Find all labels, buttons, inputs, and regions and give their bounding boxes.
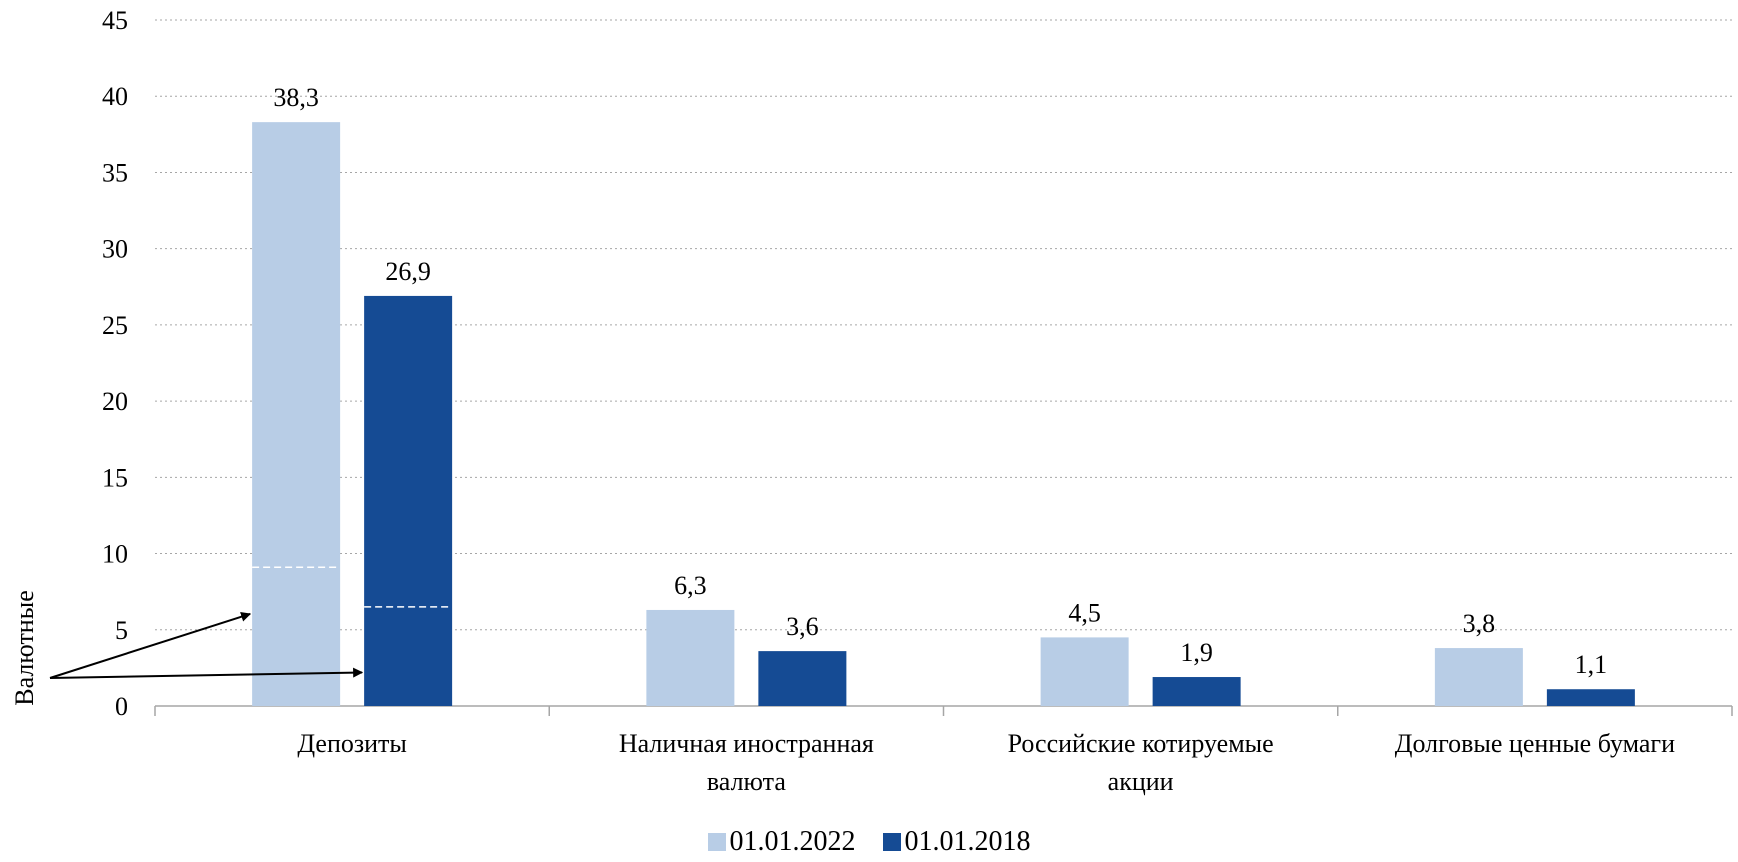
bar [1040,637,1129,706]
annotation-arrow [49,611,252,679]
y-tick-label: 25 [102,311,128,340]
legend-swatch-2018 [882,833,901,851]
data-label: 3,6 [786,612,819,641]
y-tick-label: 45 [102,6,128,35]
category-label: валюта [707,767,786,796]
y-tick-label: 20 [102,387,128,416]
bar [364,295,453,706]
legend-swatch-2022 [707,833,726,851]
category-label: Долговые ценные бумаги [1395,729,1675,758]
data-label: 1,1 [1575,650,1608,679]
y-tick-label: 15 [102,463,128,492]
y-tick-label: 5 [115,616,128,645]
legend-label-2018: 01.01.2018 [904,826,1031,857]
y-tick-label: 40 [102,82,128,111]
y-tick-label: 0 [115,692,128,721]
annotation-arrow [49,667,364,679]
data-label: 38,3 [273,83,319,112]
data-label: 6,3 [674,571,707,600]
legend: 01.01.2022 01.01.2018 [0,826,1738,858]
data-label: 1,9 [1180,638,1213,667]
legend-item-2018: 01.01.2018 [882,826,1031,858]
y-tick-label: 30 [102,235,128,264]
category-label: акции [1108,767,1174,796]
data-label: 3,8 [1463,609,1496,638]
legend-label-2022: 01.01.2022 [729,826,856,857]
bar [758,651,847,706]
category-label: Наличная иностранная [619,729,874,758]
y-tick-label: 35 [102,158,128,187]
legend-item-2022: 01.01.2022 [707,826,856,858]
category-label: Российские котируемые [1008,729,1274,758]
bar [252,122,341,707]
category-label: Депозиты [297,729,407,758]
bar [1152,677,1241,706]
annotation-label: Валютные [10,590,39,705]
bar [1434,648,1523,706]
y-tick-label: 10 [102,540,128,569]
bar [646,609,735,706]
data-label: 26,9 [385,257,431,286]
data-label: 4,5 [1068,598,1101,627]
bar [1546,689,1635,706]
